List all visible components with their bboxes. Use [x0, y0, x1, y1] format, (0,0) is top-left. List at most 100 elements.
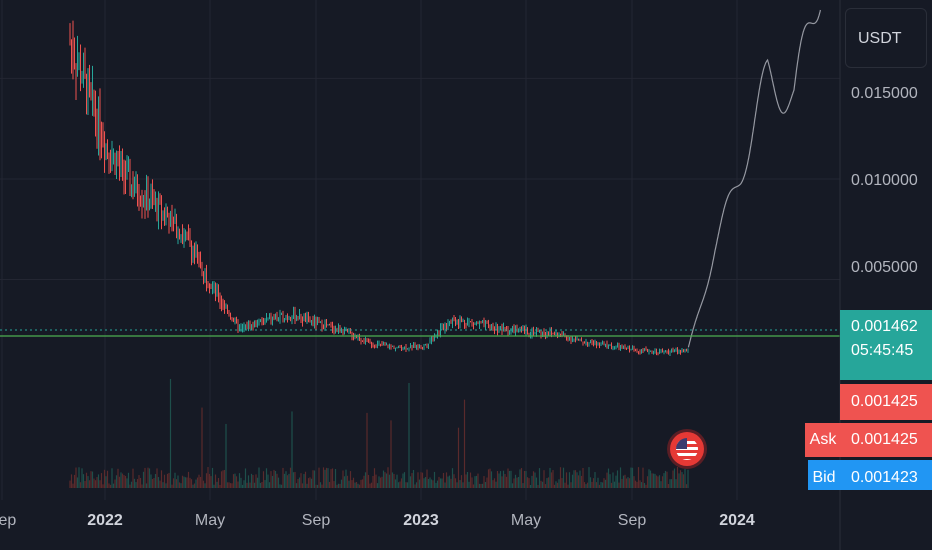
volume-bar — [600, 481, 602, 488]
volume-bar — [160, 470, 163, 488]
volume-bar — [300, 473, 302, 488]
volume-bar — [435, 482, 437, 488]
volume-bar — [285, 471, 287, 488]
volume-bar — [105, 476, 107, 488]
volume-bar — [91, 471, 94, 488]
volume-bar — [159, 480, 161, 488]
volume-bar — [144, 467, 146, 488]
volume-bar — [579, 470, 581, 488]
volume-bar — [361, 479, 364, 488]
volume-bar — [604, 479, 607, 488]
volume-bar — [193, 483, 196, 488]
volume-bar — [490, 471, 493, 488]
volume-bar — [346, 475, 349, 488]
us-flag-icon[interactable] — [670, 432, 704, 466]
volume-bar — [595, 482, 598, 488]
price-tick: 0.015000 — [851, 85, 918, 102]
volume-bar — [415, 482, 418, 488]
volume-bar — [267, 474, 269, 488]
volume-bar — [103, 469, 106, 488]
volume-bar — [210, 476, 212, 488]
volume-bar — [588, 467, 590, 488]
volume-bar — [402, 473, 404, 488]
volume-bar — [259, 482, 262, 488]
volume-bar — [534, 472, 536, 488]
volume-bar — [526, 477, 529, 488]
volume-bar — [487, 469, 490, 488]
volume-bar — [417, 472, 419, 488]
volume-bar — [564, 482, 566, 488]
volume-bar — [277, 477, 280, 488]
volume-bar — [681, 472, 683, 488]
volume-bar — [504, 473, 506, 488]
volume-bar — [229, 483, 232, 488]
volume-bar — [222, 470, 224, 488]
volume-bar — [589, 477, 592, 488]
volume-bar — [72, 483, 74, 488]
volume-bar — [297, 479, 299, 488]
volume-bar — [483, 476, 485, 488]
volume-bar — [366, 412, 368, 488]
volume-bar — [423, 478, 425, 488]
volume-bar — [355, 481, 358, 488]
volume-bar — [486, 477, 488, 488]
volume-bar — [94, 480, 97, 488]
volume-bar — [337, 483, 340, 488]
volume-bar — [384, 472, 386, 488]
time-label: 2023 — [403, 512, 439, 529]
volume-bar — [522, 483, 524, 488]
volume-bar — [79, 482, 82, 488]
volume-bar — [235, 476, 238, 488]
volume-bar — [334, 468, 337, 488]
ask-price-tag: 0.001425 — [840, 423, 932, 457]
volume-bar — [388, 474, 391, 488]
volume-bar — [544, 484, 547, 488]
volume-bar — [463, 399, 466, 488]
volume-bar — [82, 474, 85, 488]
volume-bar — [501, 476, 503, 488]
volume-bar — [432, 480, 434, 488]
volume-bar — [129, 484, 131, 488]
volume-bar — [171, 484, 173, 488]
volume-bar — [69, 480, 71, 488]
volume-bar — [661, 476, 664, 488]
volume-bar — [394, 479, 397, 488]
volume-bar — [133, 478, 136, 488]
volume-bar — [288, 473, 290, 488]
volume-bar — [189, 477, 191, 488]
volume-bar — [648, 469, 650, 488]
volume-bar — [85, 472, 88, 488]
volume-bar — [505, 476, 508, 488]
volume-bar — [597, 477, 599, 488]
volume-bar — [520, 468, 523, 488]
volume-bar — [147, 467, 149, 488]
volume-bar — [181, 475, 184, 488]
time-label: Sep — [617, 512, 647, 529]
volume-bar — [390, 420, 392, 488]
volume-bar — [609, 474, 611, 488]
volume-bar — [150, 474, 152, 488]
volume-bar — [678, 473, 680, 488]
volume-bar — [495, 481, 497, 488]
volume-bar — [433, 471, 436, 488]
volume-bar — [168, 472, 170, 488]
volume-bar — [318, 467, 320, 488]
volume-bar — [253, 482, 256, 488]
volume-bar — [528, 478, 530, 488]
volume-bar — [321, 484, 323, 488]
volume-bar — [634, 480, 637, 488]
volume-bar — [349, 471, 352, 488]
currency-selector[interactable]: USDT — [845, 8, 927, 68]
volume-bar — [108, 483, 110, 488]
volume-bar — [183, 476, 185, 488]
volume-bar — [583, 482, 586, 488]
volume-bar — [279, 484, 281, 488]
volume-bar — [450, 478, 452, 488]
volume-bar — [405, 482, 407, 488]
price-tag: 0.001425 — [840, 384, 932, 420]
volume-bar — [216, 481, 218, 488]
volume-bar — [369, 483, 371, 488]
volume-bar — [270, 471, 272, 488]
volume-bar — [414, 484, 416, 488]
